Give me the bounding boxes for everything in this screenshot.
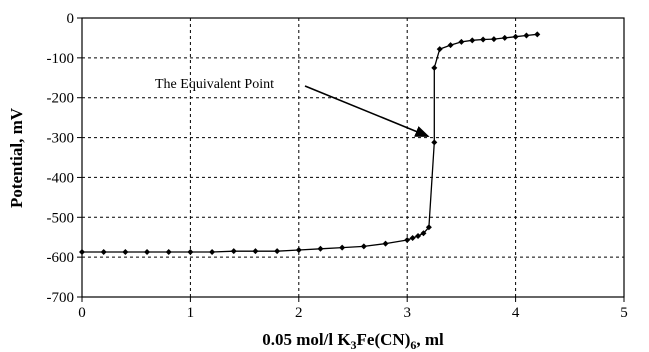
data-point [79, 248, 85, 255]
data-point [382, 240, 389, 247]
y-tick-label: -400 [47, 170, 75, 186]
data-point [512, 33, 519, 40]
y-axis-title: Potential, mV [7, 107, 26, 208]
x-axis-title-sub2: 6 [410, 338, 416, 352]
y-tick-label: -200 [47, 91, 75, 107]
data-point [317, 245, 324, 252]
data-point [339, 244, 346, 251]
y-tick-label: -500 [47, 210, 75, 226]
data-point [415, 233, 422, 240]
data-point [458, 38, 465, 45]
annotation-arrow [304, 85, 430, 138]
x-tick-label: 4 [512, 305, 520, 321]
x-axis-title-mid: Fe(CN) [357, 330, 411, 349]
data-point [230, 248, 237, 255]
annotation-group: The Equivalent Point [155, 77, 430, 138]
data-point [100, 248, 107, 255]
x-axis-title: 0.05 mol/l K3Fe(CN)6, ml [262, 330, 444, 352]
y-tick-label: -300 [47, 131, 75, 147]
data-point [425, 224, 432, 231]
data-point [122, 248, 129, 255]
x-tick-label: 5 [620, 305, 628, 321]
data-point [360, 243, 367, 250]
y-tick-label: -100 [47, 51, 75, 67]
x-tick-label: 3 [403, 305, 411, 321]
grid-lines [82, 18, 624, 297]
data-point [436, 46, 443, 53]
x-tick-label: 0 [78, 305, 86, 321]
data-point [409, 235, 416, 242]
plot-frame [81, 17, 625, 298]
x-tick-label: 2 [295, 305, 303, 321]
data-point [480, 36, 487, 43]
data-point [447, 42, 454, 49]
series-line [82, 33, 538, 253]
data-point [534, 31, 541, 38]
data-point [431, 64, 438, 71]
data-point [501, 34, 508, 41]
x-tick-label: 1 [187, 305, 195, 321]
y-tick-label: 0 [67, 11, 75, 27]
data-point [187, 248, 194, 255]
y-tick-label: -600 [47, 250, 75, 266]
x-axis-title-main: 0.05 mol/l K [262, 330, 351, 349]
series-line-group [82, 33, 538, 253]
data-point [274, 248, 281, 255]
annotation-label: The Equivalent Point [155, 77, 274, 92]
data-point [523, 32, 530, 39]
data-point [469, 37, 476, 44]
x-axis-title-tail: , ml [416, 330, 444, 349]
x-axis-title-sub1: 3 [351, 338, 357, 352]
data-point [209, 248, 216, 255]
data-point [404, 237, 411, 244]
data-point [144, 248, 151, 255]
data-point [490, 36, 497, 43]
y-tick-label: -700 [47, 290, 75, 306]
axis-ticks: 0 1 2 3 4 5 0 -100 -200 -300 -400 -500 -600 -700 [47, 11, 628, 321]
data-point [165, 248, 172, 255]
data-points [79, 31, 541, 255]
data-point [252, 248, 259, 255]
data-point [431, 139, 438, 146]
data-point [295, 246, 302, 253]
data-point [420, 230, 427, 237]
